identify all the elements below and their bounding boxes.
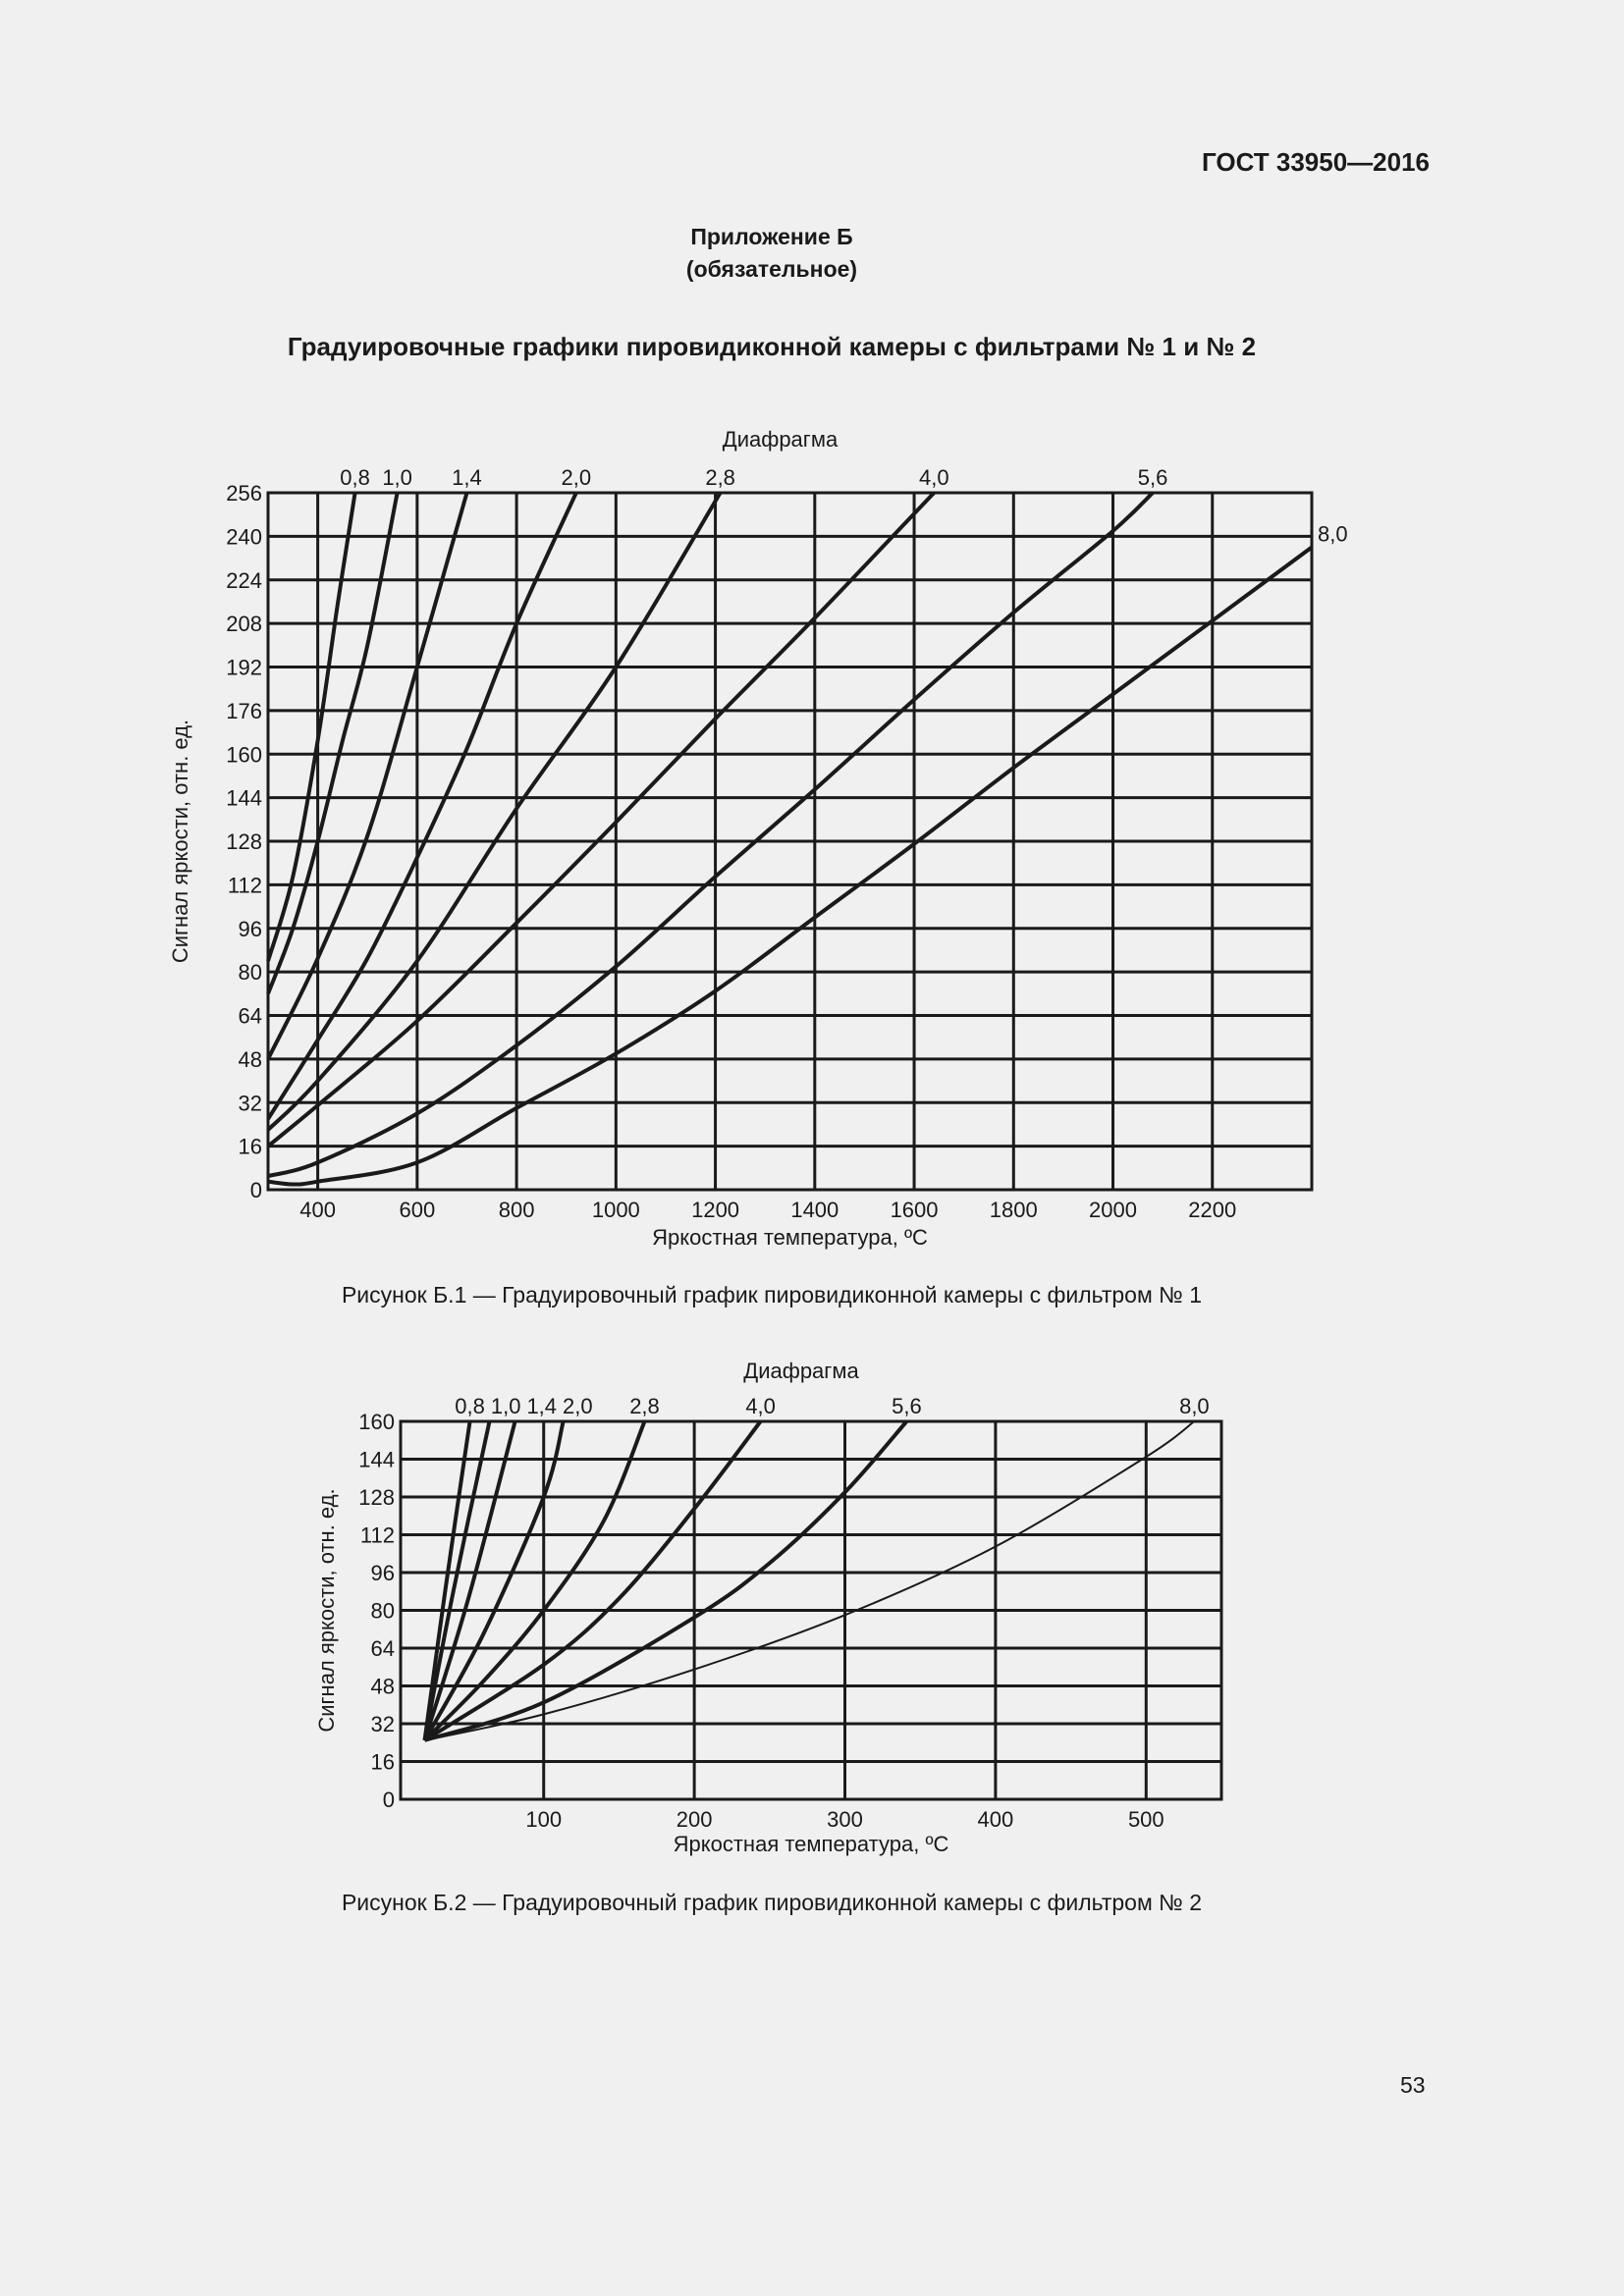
diaphragm-label: 5,6: [892, 1394, 922, 1418]
y-tick-label: 80: [371, 1599, 395, 1624]
series-line-0-8: [266, 492, 357, 962]
y-tick-label: 96: [239, 917, 262, 941]
y-tick-label: 64: [371, 1636, 395, 1661]
y-tick-label: 192: [226, 656, 262, 680]
y-tick-label: 144: [358, 1448, 395, 1472]
diaphragm-label: 0,8: [340, 465, 370, 490]
y-tick-label: 16: [371, 1750, 395, 1775]
diaphragm-label: 1,4: [526, 1394, 557, 1418]
series-line-8-0: [424, 1420, 1195, 1741]
y-tick-label: 0: [383, 1788, 395, 1812]
x-tick-label: 600: [399, 1198, 435, 1222]
y-tick-label: 256: [226, 481, 262, 506]
series-line-5-6: [267, 491, 1155, 1179]
diaphragm-label: 2,0: [563, 1394, 593, 1418]
document-code: ГОСТ 33950—2016: [1202, 147, 1430, 177]
y-axis-label: Сигнал яркости, отн. ед.: [314, 1488, 339, 1732]
series-line-1-0: [422, 1420, 492, 1741]
x-tick-label: 800: [499, 1198, 535, 1222]
plot-frame: [266, 491, 1314, 1192]
x-tick-label: 500: [1128, 1807, 1164, 1832]
diaphragm-label: 4,0: [745, 1394, 776, 1418]
y-tick-label: 48: [239, 1047, 262, 1072]
diaphragm-label: 2,8: [629, 1394, 660, 1418]
x-tick-label: 200: [677, 1807, 713, 1832]
diaphragm-label: 4,0: [919, 465, 949, 490]
x-tick-label: 1200: [691, 1198, 739, 1222]
x-tick-label: 1800: [990, 1198, 1038, 1222]
x-tick-label: 1600: [891, 1198, 939, 1222]
series-line-2-8: [266, 491, 723, 1132]
y-tick-label: 224: [226, 568, 262, 593]
y-tick-label: 144: [226, 786, 262, 811]
page-number: 53: [1400, 2072, 1426, 2098]
diaphragm-label: 1,0: [491, 1394, 521, 1418]
series-line-0-8: [422, 1420, 472, 1741]
y-tick-label: 240: [226, 524, 262, 549]
y-tick-label: 160: [358, 1410, 395, 1434]
annex-status: (обязательное): [685, 256, 858, 282]
y-tick-label: 32: [239, 1091, 262, 1115]
x-tick-label: 400: [978, 1807, 1014, 1832]
x-tick-label: 1400: [790, 1198, 839, 1222]
diaphragm-label: 5,6: [1138, 465, 1168, 490]
y-tick-label: 112: [228, 873, 262, 897]
y-tick-label: 16: [239, 1135, 262, 1159]
diaphragm-label: 8,0: [1179, 1394, 1210, 1418]
figure-caption-b2: Рисунок Б.2 — Градуировочный график пиро…: [341, 1890, 1203, 1915]
diaphragm-label: 1,4: [452, 465, 482, 490]
y-tick-label: 112: [360, 1523, 395, 1548]
diaphragm-label: 1,0: [382, 465, 412, 490]
legend-title: Диафрагма: [743, 1359, 859, 1383]
y-tick-label: 160: [226, 742, 262, 767]
annex-heading: Приложение Б: [690, 224, 853, 249]
y-tick-label: 176: [226, 699, 262, 723]
y-tick-label: 96: [371, 1561, 395, 1585]
diaphragm-label: 2,0: [562, 465, 592, 490]
x-tick-label: 1000: [592, 1198, 640, 1222]
page-title: Градуировочные графики пировидиконной ка…: [287, 332, 1257, 361]
y-tick-label: 48: [371, 1675, 395, 1699]
x-axis-label: Яркостная температура, ºС: [674, 1832, 949, 1856]
series-line-1-4: [266, 492, 469, 1060]
x-tick-label: 400: [299, 1198, 336, 1222]
plot-frame: [399, 1419, 1223, 1801]
series-line-5-6: [423, 1419, 908, 1742]
y-tick-label: 32: [371, 1712, 395, 1736]
x-tick-label: 2000: [1089, 1198, 1137, 1222]
series-line-4-0: [266, 491, 936, 1148]
diaphragm-label: 8,0: [1318, 521, 1348, 546]
y-tick-label: 64: [239, 1004, 262, 1029]
series-line-2-0: [266, 492, 578, 1120]
x-tick-label: 300: [827, 1807, 863, 1832]
y-tick-label: 128: [226, 829, 262, 854]
series-line-4-0: [423, 1419, 763, 1742]
y-tick-label: 0: [250, 1178, 262, 1202]
y-tick-label: 128: [358, 1485, 395, 1510]
series-line-8-0: [267, 545, 1314, 1187]
diaphragm-label: 0,8: [455, 1394, 485, 1418]
x-tick-label: 2200: [1188, 1198, 1236, 1222]
series-line-2-0: [422, 1420, 566, 1741]
legend-title: Диафрагма: [723, 427, 839, 452]
figure-caption-b1: Рисунок Б.1 — Градуировочный график пиро…: [341, 1282, 1203, 1308]
diaphragm-label: 2,8: [705, 465, 735, 490]
series-line-1-0: [266, 492, 400, 995]
series-line-1-4: [422, 1420, 517, 1741]
series-line-2-8: [423, 1420, 647, 1742]
y-tick-label: 80: [239, 960, 262, 985]
x-tick-label: 100: [525, 1807, 562, 1832]
y-axis-label: Сигнал яркости, отн. ед.: [168, 720, 192, 963]
x-axis-label: Яркостная температура, ºС: [652, 1225, 928, 1250]
y-tick-label: 208: [226, 612, 262, 636]
